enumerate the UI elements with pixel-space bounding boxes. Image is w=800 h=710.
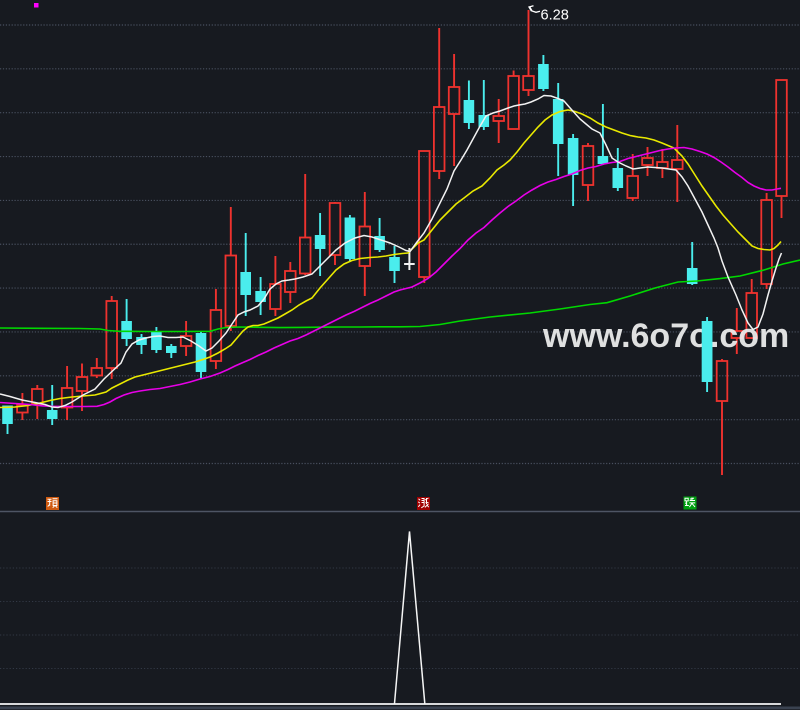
svg-text:www.6o7o.com: www.6o7o.com <box>542 317 789 355</box>
svg-text:6.28: 6.28 <box>541 7 569 23</box>
